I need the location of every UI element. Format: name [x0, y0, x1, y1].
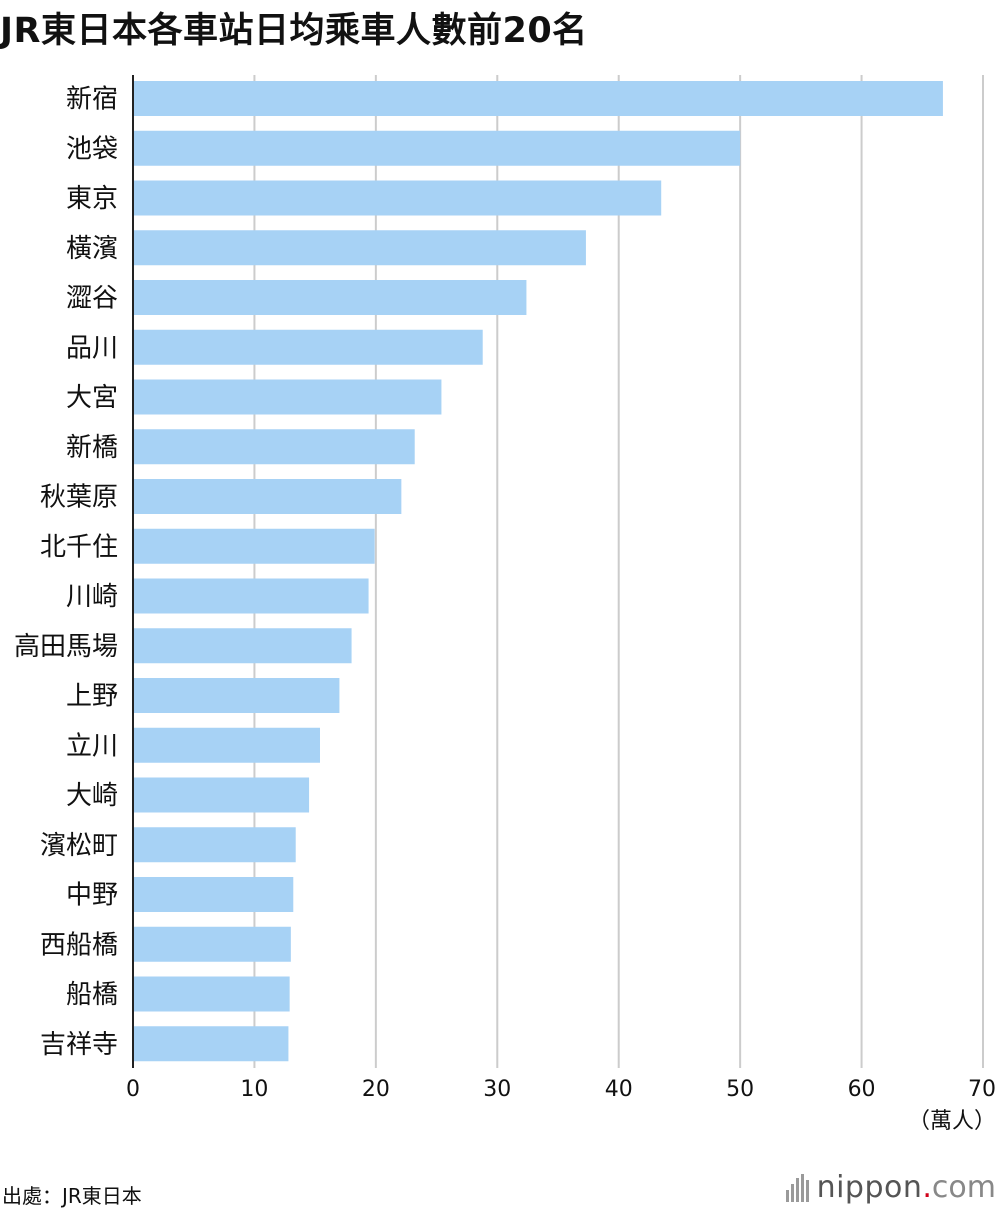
- x-axis-unit-label: （萬人）: [908, 1109, 996, 1134]
- nippon-com-logo: nippon. com: [785, 1170, 996, 1205]
- x-tick-label-10: 10: [240, 1077, 268, 1102]
- category-label-4: 橫濱: [66, 234, 118, 264]
- bar-16: [133, 827, 296, 863]
- logo-bars-icon: [785, 1173, 809, 1202]
- bar-13: [133, 678, 340, 713]
- bar-7: [133, 379, 442, 415]
- bar-1: [133, 81, 943, 116]
- x-tick-label-40: 40: [605, 1077, 633, 1102]
- bar-10: [133, 528, 375, 564]
- category-label-2: 池袋: [66, 134, 118, 164]
- x-tick-label-0: 0: [126, 1077, 140, 1102]
- category-label-8: 新橋: [66, 433, 118, 463]
- bar-5: [133, 280, 527, 315]
- logo-dot: .: [922, 1170, 932, 1205]
- category-label-16: 濱松町: [40, 831, 118, 861]
- category-label-18: 西船橋: [40, 930, 118, 960]
- category-label-1: 新宿: [66, 85, 118, 115]
- source-note: 出處：JR東日本: [2, 1184, 142, 1208]
- category-label-17: 中野: [66, 881, 118, 911]
- category-label-10: 北千住: [40, 532, 118, 562]
- x-tick-label-70: 70: [968, 1077, 996, 1102]
- category-label-15: 大崎: [66, 781, 118, 811]
- bar-12: [133, 628, 352, 664]
- bar-19: [133, 976, 290, 1012]
- bar-20: [133, 1026, 289, 1062]
- bar-4: [133, 230, 586, 266]
- bar-9: [133, 479, 402, 514]
- bar-chart: 新宿池袋東京橫濱澀谷品川大宮新橋秋葉原北千住川崎高田馬場上野立川大崎濱松町中野西…: [14, 75, 996, 1134]
- bar-15: [133, 777, 310, 813]
- category-label-14: 立川: [66, 731, 118, 761]
- logo-tld: com: [931, 1170, 996, 1205]
- category-label-7: 大宮: [66, 383, 118, 413]
- category-label-6: 品川: [66, 333, 118, 363]
- category-label-9: 秋葉原: [40, 483, 118, 513]
- bar-14: [133, 727, 320, 763]
- bar-8: [133, 429, 415, 465]
- category-label-3: 東京: [66, 184, 118, 214]
- category-label-20: 吉祥寺: [40, 1030, 118, 1060]
- x-tick-label-30: 30: [483, 1077, 511, 1102]
- category-label-11: 川崎: [66, 582, 118, 612]
- category-label-5: 澀谷: [66, 284, 118, 314]
- x-tick-label-50: 50: [726, 1077, 754, 1102]
- logo-name: nippon: [816, 1170, 923, 1205]
- category-label-19: 船橋: [66, 980, 118, 1010]
- category-label-13: 上野: [66, 682, 118, 712]
- bar-11: [133, 578, 369, 614]
- bar-3: [133, 180, 662, 216]
- bar-6: [133, 329, 483, 365]
- bar-17: [133, 877, 294, 912]
- bar-18: [133, 926, 291, 962]
- x-tick-label-60: 60: [848, 1077, 876, 1102]
- chart-title: JR東日本各車站日均乘車人數前20名: [0, 11, 588, 51]
- category-label-12: 高田馬場: [14, 632, 118, 662]
- bar-2: [133, 130, 741, 166]
- x-tick-label-20: 20: [362, 1077, 390, 1102]
